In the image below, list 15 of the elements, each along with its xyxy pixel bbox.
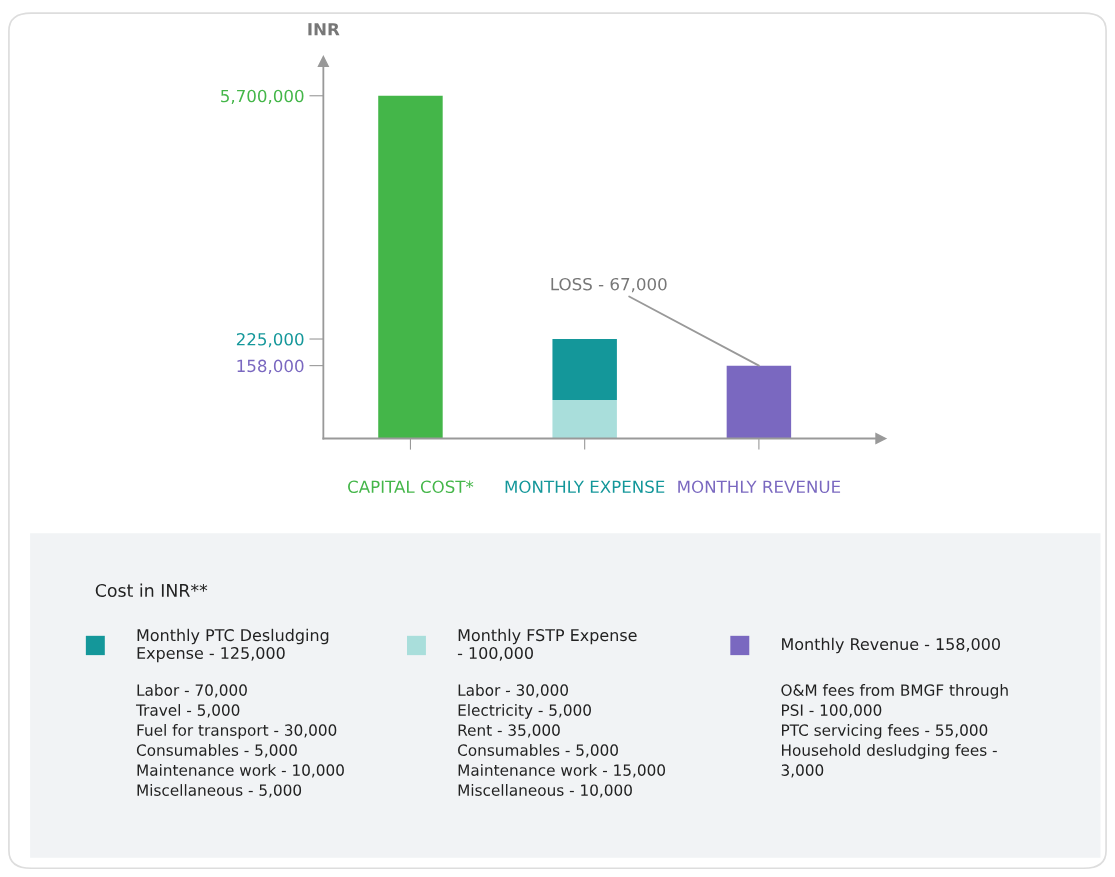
legend-label: Monthly FSTP Expense - 100,000	[457, 628, 637, 661]
annotation: LOSS - 67,000	[551, 277, 667, 293]
x-tick-label: MONTHLY EXPENSE	[505, 480, 665, 494]
y-tick-label: 225,000	[236, 332, 304, 348]
legend-title: Cost in INR**	[95, 583, 208, 598]
text: Labor - 30,000 Electricity - 5,000 Rent - 35,000 Consumables - 5,000 Maintenance work - 15,000 Miscellaneous - 10,000	[458, 684, 666, 798]
legend-label: Monthly Revenue - 158,000	[782, 637, 1000, 654]
x-tick-label: CAPITAL COST*	[348, 480, 474, 494]
y-axis-title: INR	[308, 23, 340, 36]
text: O&M fees from BMGF through PSI - 100,000 PTC servicing fees - 55,000 Household desludging fees - 3,000	[781, 684, 1008, 778]
y-tick-label: 5,700,000	[221, 89, 304, 105]
x-tick-label: MONTHLY REVENUE	[678, 480, 841, 494]
text: Labor - 70,000 Travel - 5,000 Fuel for transport - 30,000 Consumables - 5,000 Maintenance work - 10,000 Miscellaneous - 5,000	[135, 684, 344, 798]
legend-label: Monthly PTC Desludging Expense - 125,000	[137, 628, 329, 663]
y-tick-label: 158,000	[237, 359, 304, 374]
